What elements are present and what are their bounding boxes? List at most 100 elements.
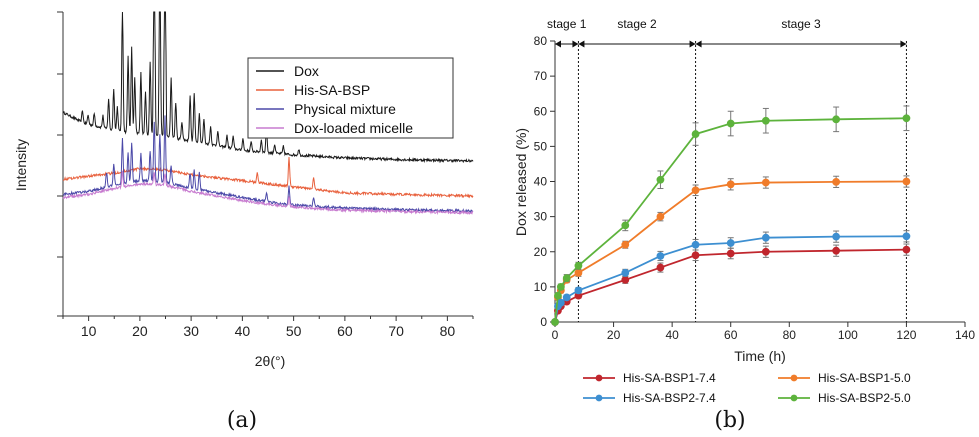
panel-b-ticks: 0 10 20 30 40 50 60 70 80 0 20 40 60 80 100 120 140 bbox=[534, 34, 976, 342]
panel-b-stage-label: stage 1 bbox=[547, 17, 587, 31]
panel-b-data-point bbox=[902, 245, 911, 254]
panel-b-y-tick-label: 30 bbox=[534, 210, 548, 224]
panel-b-x-tick-label: 60 bbox=[724, 328, 738, 342]
panel-b-y-tick-label: 0 bbox=[540, 315, 547, 329]
panel-b-data-point bbox=[656, 175, 665, 184]
panel-b-x-tick-label: 120 bbox=[896, 328, 916, 342]
panel-b-data-point bbox=[761, 233, 770, 242]
panel-b-x-tick-label: 40 bbox=[665, 328, 679, 342]
panel-b-data-point bbox=[562, 293, 571, 302]
panel-b-data-point bbox=[621, 275, 630, 284]
panel-b-legend-marker bbox=[595, 394, 603, 402]
panel-b-data-point bbox=[691, 186, 700, 195]
panel-b-y-tick-label: 40 bbox=[534, 175, 548, 189]
panel-a-x-tick-label: 50 bbox=[286, 323, 302, 339]
panel-b-stage-arrowhead bbox=[578, 40, 585, 48]
panel-a-legend-entries: Dox His-SA-BSP Physical mixture Dox-loaded … bbox=[256, 63, 413, 136]
panel-b-data-point bbox=[761, 247, 770, 256]
panel-b-legend-label: His-SA-BSP2-5.0 bbox=[818, 391, 911, 405]
panel-a-x-tick-label: 80 bbox=[440, 323, 456, 339]
panel-a-x-ticks: 10 20 30 40 50 60 70 80 bbox=[62, 316, 474, 339]
panel-b-legend-label: His-SA-BSP1-5.0 bbox=[818, 371, 911, 385]
panel-a-legend-label: His-SA-BSP bbox=[294, 82, 370, 98]
panel-b-legend: His-SA-BSP1-7.4 His-SA-BSP1-5.0 His-SA-BSP… bbox=[583, 371, 911, 405]
panel-b-data-point bbox=[691, 251, 700, 260]
panel-a-caption: (a) bbox=[227, 408, 257, 433]
panel-b-y-tick-label: 60 bbox=[534, 104, 548, 118]
panel-b-stage-label: stage 3 bbox=[781, 17, 821, 31]
panel-b-data-point bbox=[832, 115, 841, 124]
panel-b-data-point bbox=[691, 130, 700, 138]
panel-b-data-point bbox=[902, 114, 911, 123]
panel-b-data-point bbox=[656, 263, 665, 272]
panel-a-legend-label: Dox bbox=[294, 63, 319, 79]
panel-a-series-line bbox=[62, 11, 474, 164]
panel-b-data-point bbox=[554, 291, 562, 300]
panel-a-x-tick-label: 40 bbox=[235, 323, 251, 339]
panel-b-legend-label: His-SA-BSP1-7.4 bbox=[623, 371, 716, 385]
panel-b-data-point bbox=[832, 177, 841, 186]
panel-b-y-tick-label: 10 bbox=[534, 280, 548, 294]
panel-b-data-point bbox=[574, 268, 583, 277]
panel-b-data-point bbox=[656, 212, 665, 221]
panel-b-stage-arrowhead bbox=[900, 40, 907, 48]
panel-b-x-tick-label: 20 bbox=[607, 328, 621, 342]
panel-b-stages: stage 1 stage 2 stage 3 bbox=[547, 17, 907, 322]
panel-b-data-point bbox=[574, 261, 583, 270]
panel-b-legend-marker bbox=[595, 374, 603, 382]
panel-b-data-point bbox=[621, 221, 630, 230]
panel-a-y-axis-title: Intensity bbox=[13, 139, 29, 191]
panel-a-x-tick-label: 70 bbox=[388, 323, 404, 339]
panel-b-data-point bbox=[562, 274, 571, 282]
panel-b-x-tick-label: 140 bbox=[955, 328, 975, 342]
panel-b-x-tick-label: 0 bbox=[552, 328, 559, 342]
panel-b-y-tick-label: 70 bbox=[534, 69, 548, 83]
panel-a-legend-label: Dox-loaded micelle bbox=[294, 120, 413, 136]
panel-a-xrd-chart: 10 20 30 40 50 60 70 80 Intensity 2θ(°) Dox His-… bbox=[13, 11, 474, 433]
panel-a-series-line bbox=[62, 115, 474, 214]
panel-a-x-tick-label: 10 bbox=[81, 323, 97, 339]
panel-a-legend-label: Physical mixture bbox=[294, 101, 396, 117]
panel-b-data-point bbox=[761, 178, 770, 187]
panel-b-caption: (b) bbox=[714, 408, 745, 433]
panel-a-series bbox=[62, 11, 474, 216]
panel-b-stage-arrowhead bbox=[695, 40, 702, 48]
panel-b-data-point bbox=[551, 318, 559, 326]
panel-b-data-point bbox=[621, 268, 630, 277]
panel-b-data-point bbox=[726, 180, 735, 189]
panel-b-data-point bbox=[621, 240, 630, 249]
panel-b-stage-arrowhead bbox=[572, 40, 579, 48]
panel-a-x-tick-label: 20 bbox=[132, 323, 148, 339]
panel-b-data-point bbox=[726, 249, 735, 258]
panel-a-series-line bbox=[62, 170, 474, 216]
panel-b-series-line bbox=[554, 117, 907, 323]
panel-a-legend: Dox His-SA-BSP Physical mixture Dox-loaded … bbox=[247, 57, 454, 139]
panel-a-x-axis-title: 2θ(°) bbox=[255, 353, 286, 369]
panel-b-y-axis-title: Dox released (%) bbox=[513, 128, 529, 236]
panel-b-stage-label: stage 2 bbox=[617, 17, 657, 31]
panel-b-legend-marker bbox=[790, 374, 798, 382]
panel-b-data-point bbox=[726, 239, 735, 247]
panel-b-data-point bbox=[902, 232, 911, 241]
panel-b-y-tick-label: 20 bbox=[534, 245, 548, 259]
panel-b-release-chart: 0 10 20 30 40 50 60 70 80 0 20 40 60 80 100 120 140 stag… bbox=[513, 17, 975, 433]
panel-b-data-point bbox=[656, 252, 665, 260]
panel-b-series-line bbox=[554, 248, 907, 323]
panel-b-y-tick-label: 50 bbox=[534, 139, 548, 153]
panel-a-x-tick-label: 60 bbox=[337, 323, 353, 339]
panel-a-x-tick-label: 30 bbox=[183, 323, 199, 339]
panel-a-plot-area: 10 20 30 40 50 60 70 80 bbox=[57, 11, 474, 339]
panel-b-data-point bbox=[574, 286, 583, 295]
panel-a-series-line bbox=[62, 157, 474, 199]
panel-b-legend-label: His-SA-BSP2-7.4 bbox=[623, 391, 716, 405]
panel-b-x-axis-title: Time (h) bbox=[734, 348, 786, 364]
panel-b-x-tick-label: 80 bbox=[783, 328, 797, 342]
panel-b-data-point bbox=[832, 246, 841, 255]
panel-b-stage-arrowhead bbox=[555, 40, 561, 48]
panel-b-stage-arrowhead bbox=[689, 40, 696, 48]
panel-b-series bbox=[551, 105, 911, 326]
panel-b-data-point bbox=[832, 232, 841, 241]
panel-b-y-tick-label: 80 bbox=[534, 34, 548, 48]
panel-b-data-point bbox=[902, 177, 911, 186]
